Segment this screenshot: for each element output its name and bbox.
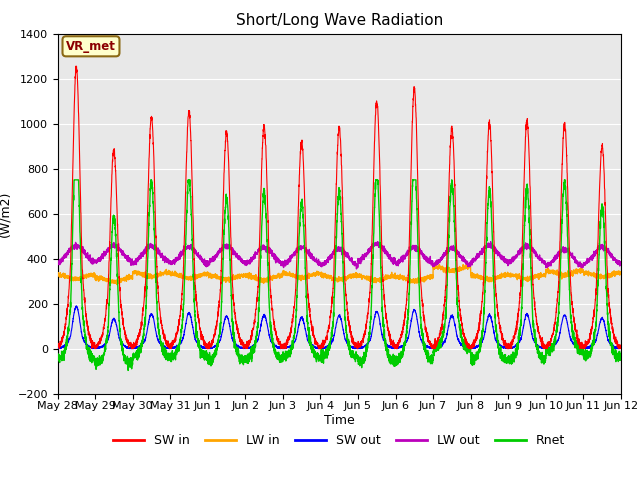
Text: VR_met: VR_met [66,40,116,53]
Title: Short/Long Wave Radiation: Short/Long Wave Radiation [236,13,443,28]
Y-axis label: (W/m2): (W/m2) [0,191,12,237]
Legend: SW in, LW in, SW out, LW out, Rnet: SW in, LW in, SW out, LW out, Rnet [108,429,570,452]
X-axis label: Time: Time [324,414,355,427]
